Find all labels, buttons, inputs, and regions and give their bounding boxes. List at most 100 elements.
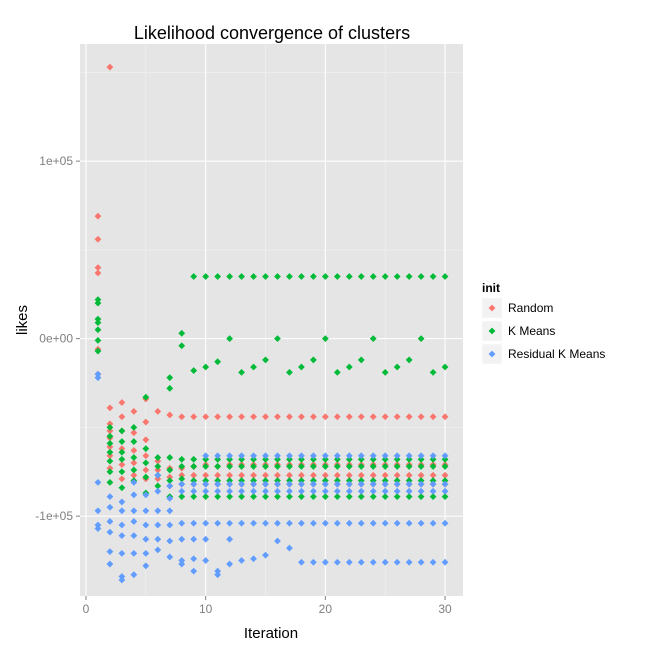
point-k-means	[226, 493, 234, 501]
point-random	[286, 413, 293, 421]
point-k-means	[154, 482, 162, 490]
point-random	[154, 408, 162, 415]
point-k-means	[357, 356, 365, 364]
point-k-means	[262, 493, 269, 501]
point-k-means	[369, 463, 377, 470]
point-k-means	[142, 459, 150, 467]
point-residual-k-means	[429, 480, 437, 488]
point-k-means	[202, 273, 210, 280]
point-k-means	[214, 463, 222, 470]
point-residual-k-means	[274, 487, 281, 495]
point-residual-k-means	[118, 507, 126, 515]
point-k-means	[190, 273, 198, 280]
point-residual-k-means	[190, 535, 198, 543]
point-k-means	[130, 454, 138, 461]
x-axis-ticks: 0 10 20 30	[83, 596, 452, 616]
point-residual-k-means	[190, 487, 198, 495]
legend: init Random K Means Residual K Means	[481, 281, 605, 365]
point-k-means	[94, 337, 102, 344]
point-random	[357, 471, 365, 479]
point-residual-k-means	[238, 487, 245, 495]
point-k-means	[298, 463, 305, 470]
point-random	[321, 471, 329, 479]
y-tick-label: 0e+00	[39, 332, 73, 346]
point-residual-k-means	[130, 507, 138, 515]
point-k-means	[226, 455, 234, 463]
point-k-means	[441, 493, 449, 501]
point-residual-k-means	[142, 550, 150, 557]
point-residual-k-means	[142, 491, 150, 499]
point-residual-k-means	[94, 525, 102, 532]
point-k-means	[357, 455, 365, 463]
point-k-means	[190, 477, 198, 485]
point-k-means	[429, 368, 437, 376]
point-residual-k-means	[250, 555, 257, 563]
point-residual-k-means	[214, 567, 222, 575]
point-random	[345, 471, 353, 479]
point-residual-k-means	[321, 452, 329, 460]
point-random	[130, 408, 138, 415]
point-k-means	[393, 493, 401, 501]
point-residual-k-means	[202, 480, 210, 488]
point-residual-k-means	[333, 558, 341, 566]
point-residual-k-means	[262, 551, 269, 559]
point-residual-k-means	[393, 519, 401, 527]
point-k-means	[405, 273, 413, 280]
point-residual-k-means	[226, 535, 234, 543]
point-random	[345, 413, 353, 421]
point-residual-k-means	[369, 487, 377, 495]
point-k-means	[345, 273, 353, 280]
point-random	[274, 471, 281, 479]
point-residual-k-means	[345, 558, 353, 566]
point-k-means	[106, 468, 114, 476]
point-k-means	[393, 363, 401, 371]
point-random	[226, 471, 234, 479]
point-random	[369, 413, 377, 421]
point-residual-k-means	[118, 521, 126, 529]
point-residual-k-means	[405, 480, 413, 488]
point-random	[238, 413, 245, 421]
point-k-means	[298, 455, 305, 463]
point-k-means	[286, 455, 293, 463]
point-residual-k-means	[357, 558, 365, 566]
point-random	[130, 447, 138, 454]
point-k-means	[345, 493, 353, 501]
point-k-means	[118, 468, 126, 476]
point-random	[238, 471, 245, 479]
point-residual-k-means	[286, 480, 293, 488]
point-k-means	[154, 463, 162, 470]
point-residual-k-means	[118, 498, 126, 506]
y-tick-label: -1e+05	[35, 509, 73, 523]
point-residual-k-means	[202, 557, 210, 564]
point-residual-k-means	[286, 519, 293, 527]
point-k-means	[393, 477, 401, 485]
point-random	[381, 471, 389, 479]
legend-items: Random K Means Residual K Means	[481, 297, 605, 365]
x-tick-label: 0	[83, 602, 90, 616]
point-k-means	[309, 455, 317, 463]
point-k-means	[298, 493, 305, 501]
point-k-means	[118, 455, 126, 463]
point-residual-k-means	[130, 550, 138, 557]
point-residual-k-means	[166, 553, 174, 561]
point-k-means	[417, 273, 425, 280]
point-k-means	[417, 463, 425, 470]
point-residual-k-means	[118, 550, 126, 557]
point-k-means	[118, 448, 126, 456]
point-k-means	[298, 273, 305, 280]
point-residual-k-means	[178, 560, 186, 568]
point-k-means	[333, 273, 341, 280]
point-random	[154, 466, 162, 474]
point-residual-k-means	[441, 519, 449, 527]
point-k-means	[118, 438, 126, 445]
legend-marker-k-means	[488, 327, 496, 335]
point-k-means	[405, 356, 413, 364]
point-residual-k-means	[286, 487, 293, 495]
point-k-means	[142, 445, 150, 453]
point-residual-k-means	[369, 452, 377, 460]
point-residual-k-means	[154, 507, 162, 515]
point-random	[178, 413, 186, 421]
point-residual-k-means	[238, 480, 245, 488]
point-residual-k-means	[298, 487, 305, 495]
